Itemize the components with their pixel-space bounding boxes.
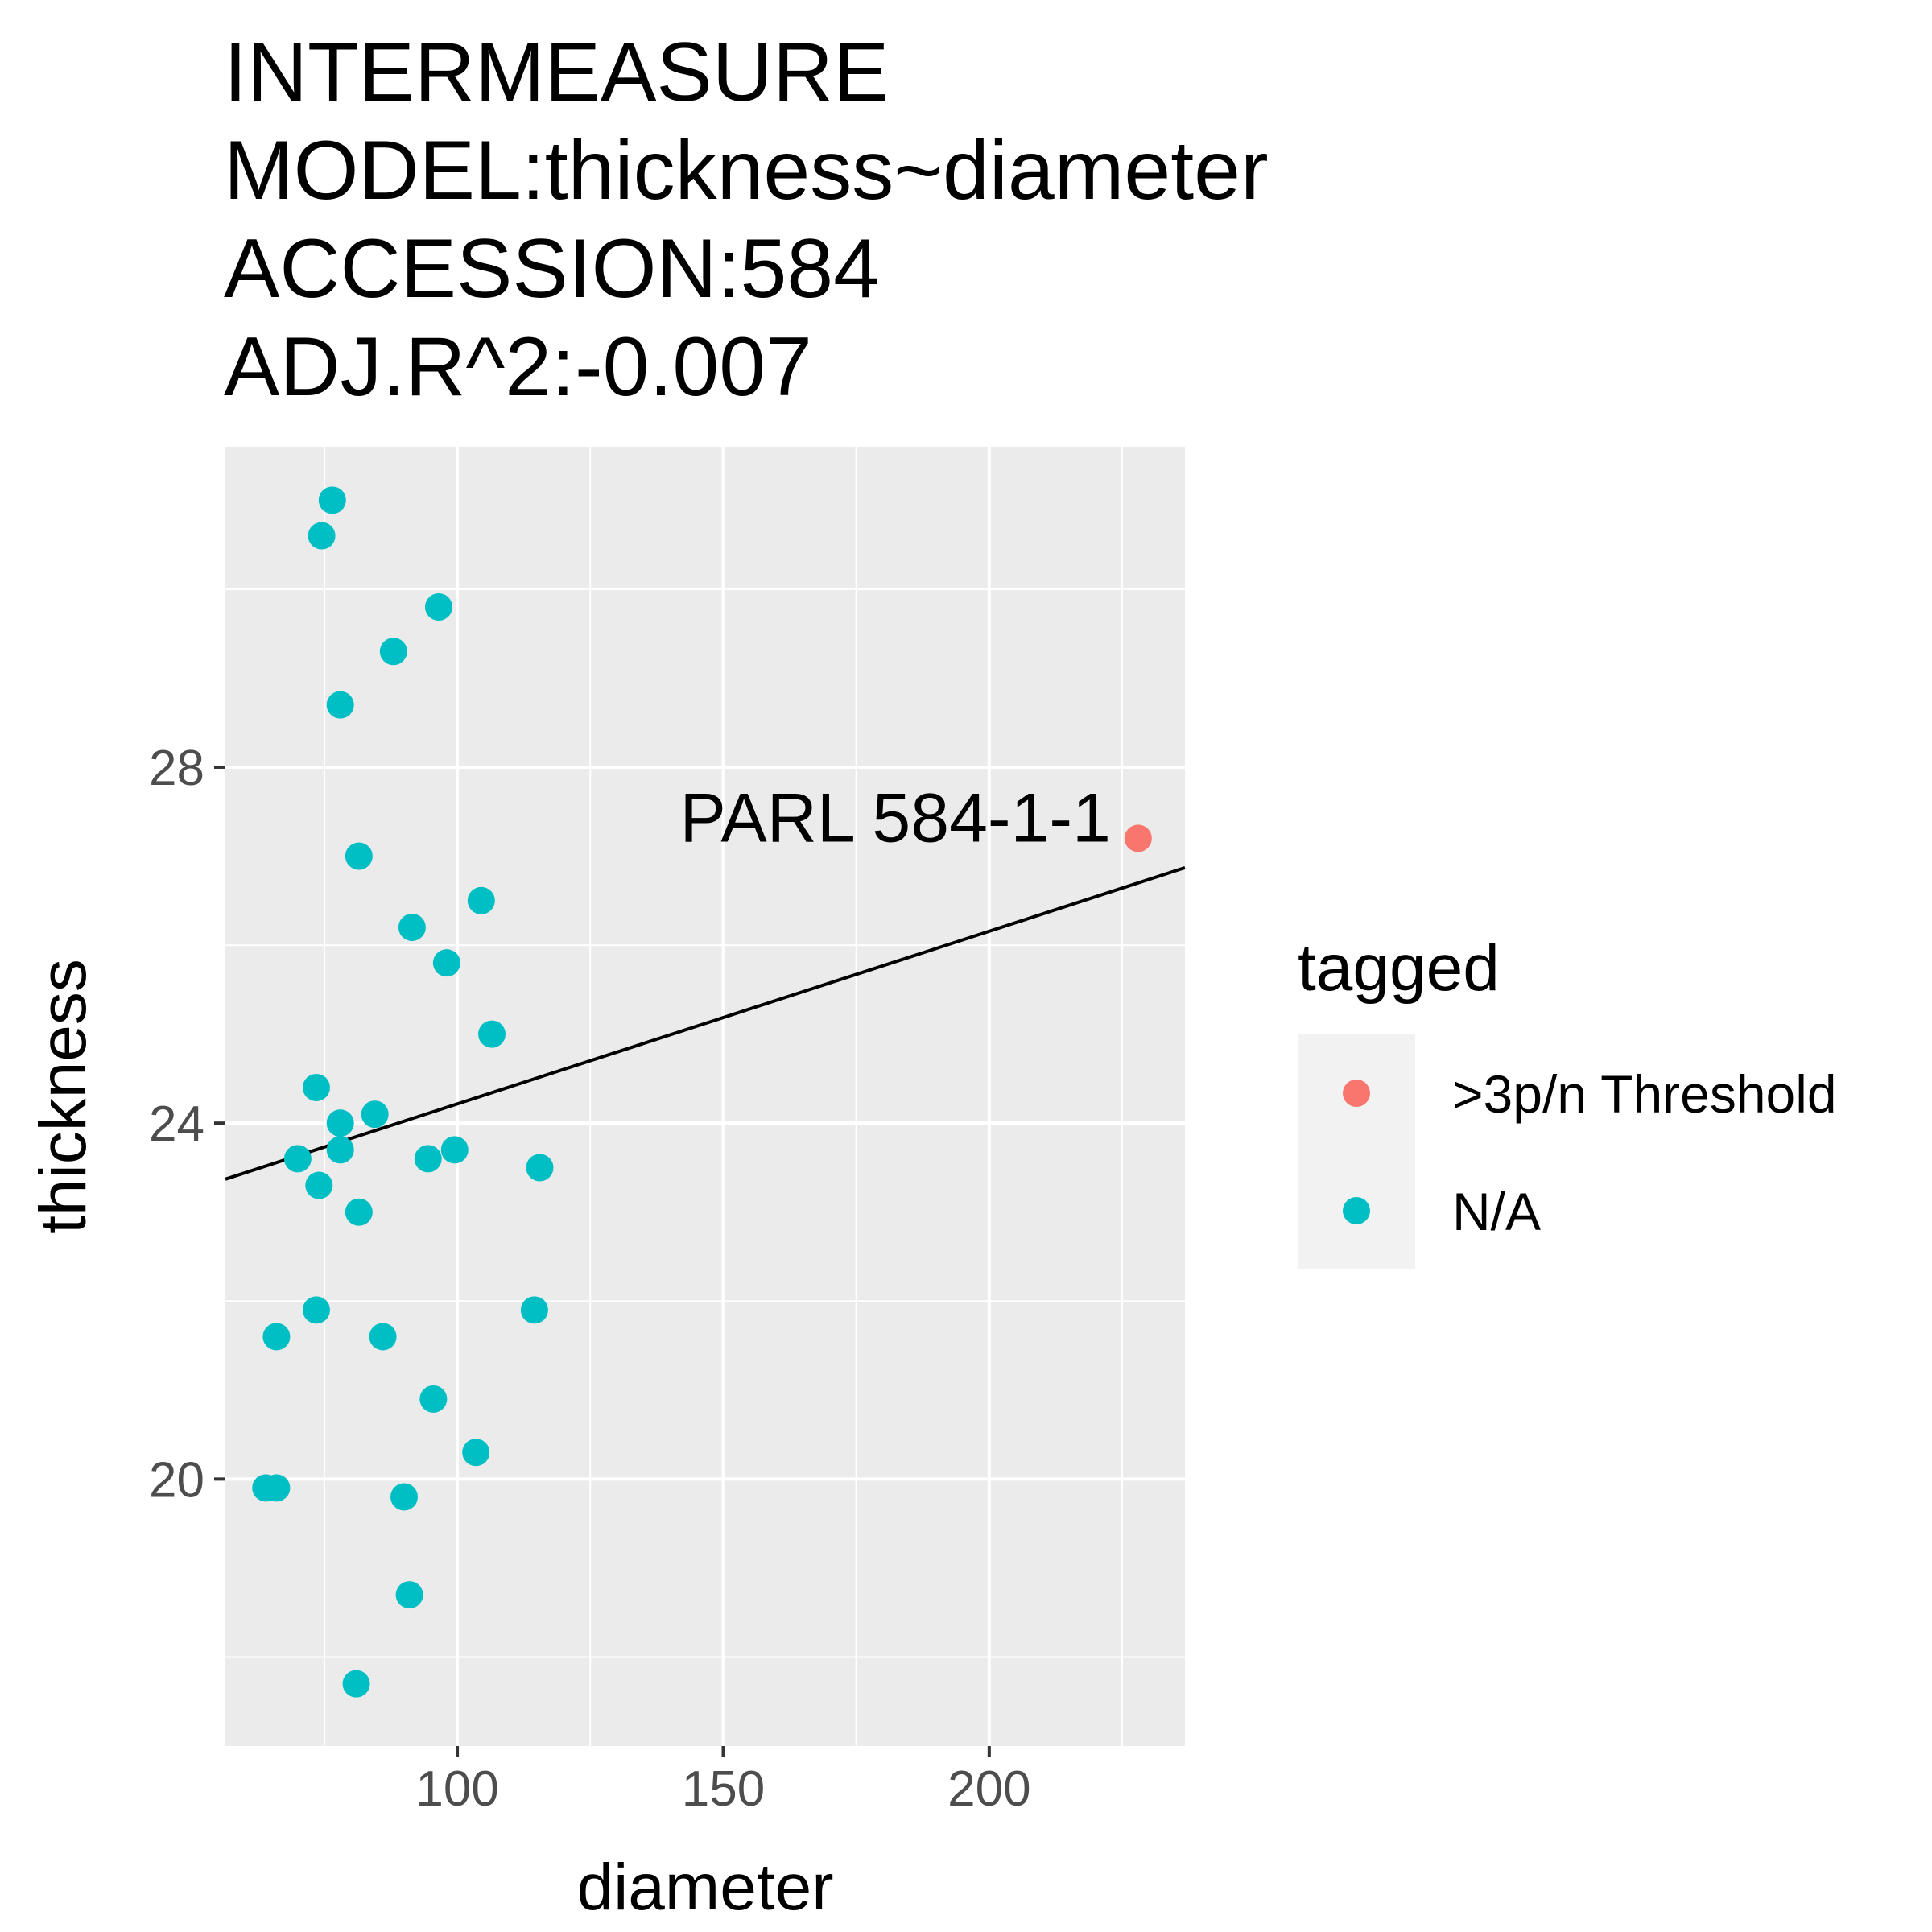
title-line-2: MODEL:thickness~diameter <box>224 124 1269 217</box>
data-point-1-21 <box>520 1296 548 1324</box>
data-point-1-4 <box>326 691 354 719</box>
data-point-1-9 <box>478 1020 506 1048</box>
data-point-1-6 <box>467 886 495 914</box>
data-point-1-13 <box>326 1136 354 1164</box>
data-point-1-0 <box>318 486 346 514</box>
data-point-1-18 <box>305 1171 333 1199</box>
title-line-1: INTERMEASURE <box>224 26 889 119</box>
x-tick-label-2: 200 <box>947 1761 1030 1817</box>
fit-line-layer <box>225 865 1186 1181</box>
data-point-1-5 <box>345 842 373 870</box>
annotation-layer: PARL 584-1-1 <box>679 779 1110 857</box>
y-tick-label-2: 28 <box>149 741 204 796</box>
data-point-1-25 <box>462 1439 490 1467</box>
data-point-1-30 <box>342 1670 370 1698</box>
legend: tagged >3p/n Threshold N/A <box>1298 931 1837 1269</box>
data-point-1-24 <box>419 1385 448 1413</box>
legend-dot-threshold <box>1343 1080 1370 1107</box>
chart-title: INTERMEASURE MODEL:thickness~diameter AC… <box>224 26 1269 414</box>
data-point-1-15 <box>414 1145 442 1173</box>
data-point-1-17 <box>526 1154 554 1182</box>
y-axis-title: thickness <box>27 959 100 1234</box>
data-point-1-19 <box>345 1198 373 1226</box>
title-line-4: ADJ.R^2:-0.007 <box>224 320 812 414</box>
regression-line <box>225 865 1186 1181</box>
data-point-1-14 <box>283 1145 312 1173</box>
data-point-1-11 <box>361 1100 389 1129</box>
data-point-1-7 <box>398 913 426 941</box>
grid-major <box>225 447 1185 1746</box>
legend-key-background <box>1298 1034 1415 1269</box>
data-point-1-12 <box>326 1109 354 1137</box>
y-tick-label-1: 24 <box>149 1096 204 1152</box>
x-tick-label-0: 100 <box>415 1761 498 1817</box>
data-point-1-29 <box>395 1581 423 1609</box>
x-tick-label-1: 150 <box>682 1761 765 1817</box>
data-point-1-16 <box>440 1136 469 1164</box>
data-point-1-28 <box>390 1483 419 1511</box>
point-annotation: PARL 584-1-1 <box>679 779 1110 857</box>
data-point-1-10 <box>302 1073 330 1101</box>
data-point-1-3 <box>379 638 407 666</box>
points-layer <box>252 486 1152 1698</box>
data-point-1-2 <box>424 592 452 621</box>
x-axis-title: diameter <box>576 1851 833 1924</box>
legend-title: tagged <box>1298 931 1500 1005</box>
data-point-1-20 <box>302 1296 330 1324</box>
y-axis: 20 24 28 <box>149 741 225 1508</box>
legend-label-na: N/A <box>1452 1182 1541 1241</box>
legend-dot-na <box>1343 1197 1370 1224</box>
y-tick-label-0: 20 <box>149 1452 204 1508</box>
data-point-1-23 <box>369 1323 397 1351</box>
data-point-1-8 <box>432 949 460 977</box>
data-point-0-0 <box>1124 824 1152 852</box>
title-line-3: ACCESSION:584 <box>224 222 880 316</box>
data-point-1-22 <box>262 1323 291 1351</box>
data-point-1-27 <box>262 1474 291 1502</box>
grid-minor <box>225 447 1185 1746</box>
legend-label-threshold: >3p/n Threshold <box>1452 1064 1837 1124</box>
data-point-1-1 <box>308 522 336 550</box>
x-axis: 100 150 200 <box>415 1746 1031 1817</box>
plot-panel <box>225 447 1185 1746</box>
